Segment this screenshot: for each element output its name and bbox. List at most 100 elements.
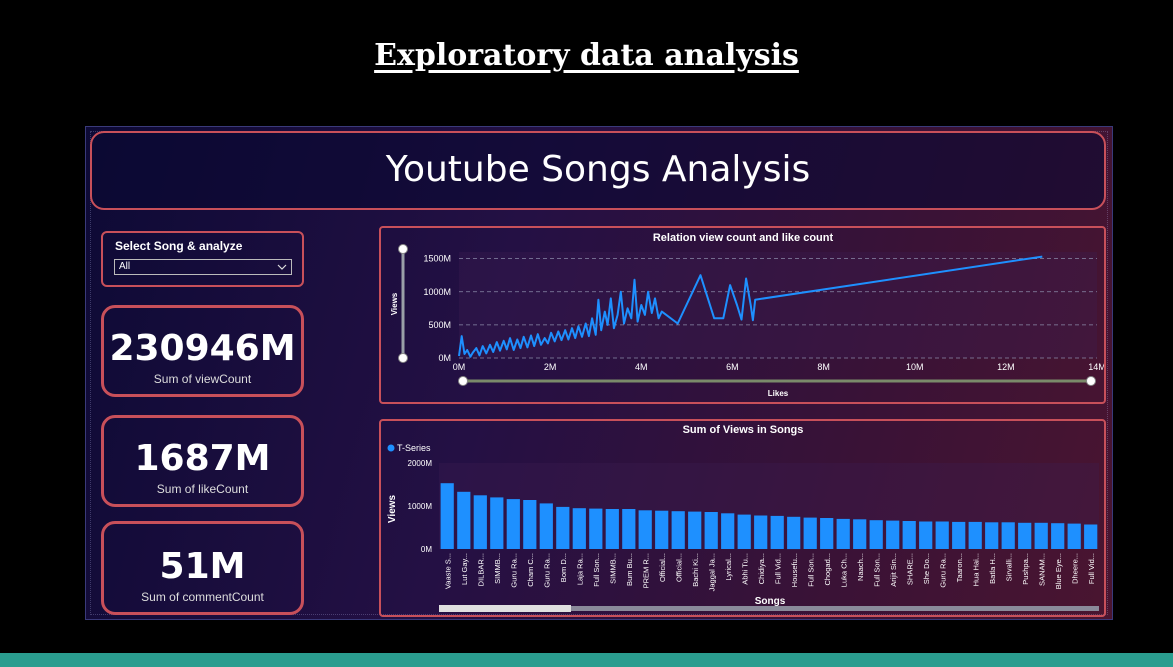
y-axis-label: Views — [387, 494, 398, 523]
bar[interactable] — [622, 509, 636, 549]
x-tick-label: DILBAR... — [476, 553, 485, 586]
bar[interactable] — [655, 510, 669, 549]
x-tick-label: 2M — [544, 362, 557, 372]
bar[interactable] — [985, 522, 999, 549]
bar[interactable] — [1084, 524, 1098, 550]
bar[interactable] — [1067, 523, 1081, 549]
x-tick-label: Official... — [658, 553, 667, 582]
bar[interactable] — [803, 517, 817, 549]
bar[interactable] — [556, 506, 570, 549]
x-tick-label: Naach... — [856, 553, 865, 581]
x-tick-label: Guru Ra... — [938, 553, 947, 588]
bar[interactable] — [770, 515, 784, 549]
slicer-title: Select Song & analyze — [115, 239, 243, 253]
bar[interactable] — [1034, 522, 1048, 549]
x-tick-label: Full Son... — [872, 553, 881, 587]
bar[interactable] — [457, 491, 471, 549]
horizontal-scrollbar-thumb[interactable] — [439, 605, 571, 612]
bar[interactable] — [836, 518, 850, 549]
kpi-label: Sum of likeCount — [156, 482, 249, 496]
x-tick-label: Laja Ra... — [575, 553, 584, 585]
kpi-value: 230946M — [109, 328, 296, 369]
x-tick-label: Batla H... — [988, 553, 997, 584]
bar[interactable] — [853, 519, 867, 549]
x-tick-label: PREM R... — [641, 553, 650, 588]
x-tick-label: Lut Gay... — [460, 553, 469, 585]
x-tick-label: 10M — [906, 362, 924, 372]
x-tick-label: Chidiya... — [757, 553, 766, 584]
bar[interactable] — [638, 510, 652, 549]
y-axis-label: Views — [390, 292, 399, 315]
bar[interactable] — [902, 521, 916, 549]
bar[interactable] — [506, 499, 520, 549]
bar[interactable] — [787, 516, 801, 550]
slide-title: Exploratory data analysis — [374, 38, 799, 73]
kpi-view-count: 230946M Sum of viewCount — [101, 305, 304, 397]
x-zoom-handle-right[interactable] — [1086, 376, 1096, 386]
bar[interactable] — [968, 521, 982, 549]
y-tick-label: 1000M — [423, 287, 451, 297]
y-tick-label: 2000M — [408, 459, 433, 468]
x-zoom-handle-left[interactable] — [458, 376, 468, 386]
x-tick-label: Cham C... — [526, 553, 535, 587]
bar[interactable] — [688, 511, 702, 549]
plot-area — [439, 463, 1099, 549]
bar[interactable] — [1018, 522, 1032, 549]
plot-area — [459, 252, 1097, 358]
y-tick-label: 1500M — [423, 254, 451, 264]
x-tick-label: Jaggal Ja... — [707, 553, 716, 591]
bar[interactable] — [869, 520, 883, 549]
y-tick-label: 0M — [438, 353, 451, 363]
x-tick-label: Abhi Tu... — [740, 553, 749, 585]
chart-title: Sum of Views in Songs — [683, 424, 804, 436]
bar[interactable] — [886, 520, 900, 549]
x-tick-label: 8M — [817, 362, 830, 372]
bar[interactable] — [820, 518, 834, 549]
x-tick-label: Bachi Ki... — [691, 553, 700, 587]
bar[interactable] — [440, 483, 454, 549]
bar[interactable] — [490, 497, 504, 549]
x-tick-label: Housefu... — [790, 553, 799, 587]
x-tick-label: SIMMB... — [493, 553, 502, 584]
y-zoom-handle-bottom[interactable] — [398, 353, 408, 363]
bar[interactable] — [473, 495, 487, 550]
bar[interactable] — [523, 500, 537, 549]
x-tick-label: 12M — [997, 362, 1015, 372]
x-tick-label: Official... — [674, 553, 683, 582]
x-tick-label: Vaaste S... — [443, 553, 452, 589]
views-by-song-bar-chart: Sum of Views in Songs T-Series 0M 1000M 2000… — [387, 424, 1099, 612]
x-tick-label: SHARE... — [905, 553, 914, 585]
x-tick-label: Bum Bu... — [625, 553, 634, 586]
bar[interactable] — [935, 521, 949, 550]
dashboard: Youtube Songs Analysis Select Song & ana… — [85, 126, 1113, 620]
x-tick-label: Full Vid... — [773, 553, 782, 584]
x-tick-label: Blue Eye... — [1054, 553, 1063, 589]
x-tick-label: 6M — [726, 362, 739, 372]
bar[interactable] — [952, 521, 966, 549]
y-zoom-handle-top[interactable] — [398, 244, 408, 254]
y-tick-label: 1000M — [408, 502, 433, 511]
views-line-series — [458, 255, 1043, 358]
y-tick-label: 0M — [421, 545, 432, 554]
bar[interactable] — [704, 512, 718, 549]
kpi-value: 1687M — [134, 438, 271, 479]
bar[interactable] — [605, 509, 619, 549]
song-dropdown[interactable]: All — [114, 259, 292, 275]
x-axis-label: Likes — [768, 389, 789, 398]
bar[interactable] — [1051, 523, 1065, 549]
bar[interactable] — [671, 511, 685, 549]
bar[interactable] — [572, 508, 586, 549]
x-tick-label: Full Vid... — [1087, 553, 1096, 584]
bar[interactable] — [919, 521, 933, 550]
x-tick-label: She Do... — [922, 553, 931, 584]
bar[interactable] — [1001, 522, 1015, 549]
bar[interactable] — [737, 514, 751, 549]
bar[interactable] — [721, 513, 735, 549]
bar[interactable] — [539, 503, 553, 549]
horizontal-scrollbar-track[interactable] — [439, 606, 1099, 611]
x-tick-label: Luka Ch... — [839, 553, 848, 587]
bar[interactable] — [589, 508, 603, 549]
bar[interactable] — [754, 515, 768, 550]
x-axis-label: Songs — [755, 596, 786, 607]
x-tick-label: SANAM... — [1037, 553, 1046, 586]
